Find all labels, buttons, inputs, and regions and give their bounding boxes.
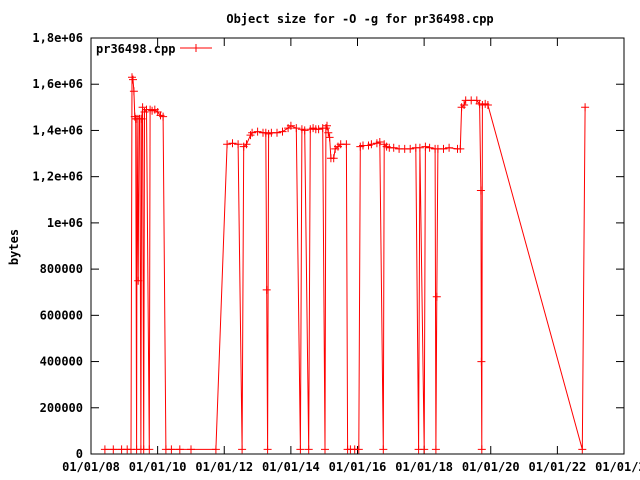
data-point xyxy=(323,121,331,130)
x-tick-label: 01/01/08 xyxy=(62,460,120,474)
data-point xyxy=(109,445,118,454)
data-point xyxy=(159,112,168,121)
data-point xyxy=(432,292,441,301)
data-point xyxy=(273,128,281,137)
y-tick-label: 600000 xyxy=(40,308,83,322)
x-tick-label: 01/01/20 xyxy=(462,460,520,474)
data-point xyxy=(425,143,434,152)
data-point xyxy=(304,445,313,454)
data-point xyxy=(278,127,287,136)
data-point xyxy=(389,143,398,152)
data-point xyxy=(242,140,251,149)
data-point xyxy=(138,103,147,112)
x-tick-label: 01/01/22 xyxy=(528,460,586,474)
y-tick-label: 1,8e+06 xyxy=(32,31,83,45)
plot-frame xyxy=(90,37,625,455)
data-point xyxy=(228,139,237,148)
data-point xyxy=(128,73,136,82)
data-point xyxy=(286,121,295,130)
legend-series-marker xyxy=(192,44,200,52)
data-point xyxy=(379,445,388,454)
data-point xyxy=(262,285,271,294)
data-point xyxy=(367,140,376,149)
data-point xyxy=(248,128,257,137)
data-point xyxy=(456,144,465,153)
data-point xyxy=(187,445,195,454)
data-point xyxy=(211,445,220,454)
y-tick-label: 200000 xyxy=(40,401,83,415)
data-point xyxy=(314,125,323,134)
data-point xyxy=(445,143,454,152)
y-tick-label: 0 xyxy=(76,447,83,461)
data-point xyxy=(477,357,486,366)
x-tick-label: 01/01/12 xyxy=(195,460,253,474)
legend-series-label: pr36498.cpp xyxy=(96,42,175,56)
data-point xyxy=(253,127,262,136)
x-tick-label: 01/01/24 xyxy=(595,460,640,474)
y-tick-label: 400000 xyxy=(40,355,83,369)
y-tick-label: 1,4e+06 xyxy=(32,123,83,137)
x-tick-label: 01/01/18 xyxy=(395,460,453,474)
data-point xyxy=(129,75,137,84)
data-point xyxy=(421,142,430,151)
data-point xyxy=(460,101,469,109)
data-point xyxy=(439,144,448,153)
data-point xyxy=(406,144,415,153)
data-point xyxy=(415,143,424,152)
y-axis-label: bytes xyxy=(7,229,21,265)
data-point xyxy=(483,101,492,109)
data-point xyxy=(431,445,440,454)
data-point xyxy=(476,186,485,195)
data-point xyxy=(329,154,338,163)
data-point xyxy=(234,140,243,149)
data-point xyxy=(129,87,138,96)
data-point xyxy=(581,103,590,112)
data-point xyxy=(137,114,146,123)
data-point xyxy=(342,140,351,149)
data-point xyxy=(296,445,305,454)
y-tick-label: 1,6e+06 xyxy=(32,77,83,91)
chart-title: Object size for -O -g for pr36498.cpp xyxy=(226,12,493,26)
y-tick-label: 800000 xyxy=(40,262,83,276)
data-point xyxy=(175,445,184,454)
data-point xyxy=(477,445,486,454)
data-point xyxy=(292,124,301,133)
data-point xyxy=(321,445,329,454)
series-line xyxy=(104,77,586,450)
data-point xyxy=(420,445,429,454)
legend: pr36498.cpp xyxy=(96,42,212,56)
data-point xyxy=(324,128,333,137)
data-point xyxy=(578,445,587,454)
data-point xyxy=(263,445,272,454)
x-axis-ticks: 01/01/08 01/01/10 01/01/12 01/01/14 01/01/16… xyxy=(62,38,640,474)
x-tick-label: 01/01/14 xyxy=(262,460,320,474)
data-point xyxy=(145,445,154,454)
y-tick-label: 1,2e+06 xyxy=(32,170,83,184)
data-point xyxy=(134,276,143,285)
x-tick-label: 01/01/16 xyxy=(329,460,387,474)
data-point xyxy=(223,140,232,149)
data-point xyxy=(354,445,363,454)
data-point xyxy=(375,138,384,146)
y-tick-label: 1e+06 xyxy=(47,216,83,230)
data-point xyxy=(325,133,334,142)
series-layer xyxy=(100,73,590,454)
y-axis-ticks: 0 200000 400000 600000 800000 1e+06 1,2e+06 1,4… xyxy=(32,31,624,461)
x-tick-label: 01/01/10 xyxy=(129,460,187,474)
data-point xyxy=(100,445,109,454)
data-point xyxy=(238,445,247,454)
data-point xyxy=(167,445,176,454)
data-point xyxy=(300,126,309,135)
